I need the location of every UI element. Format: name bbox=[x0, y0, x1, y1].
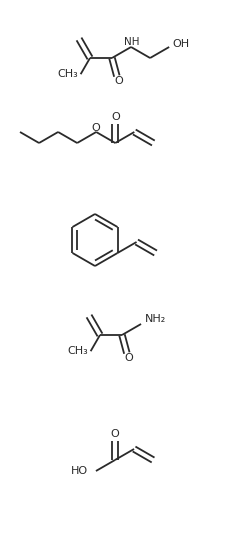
Text: NH: NH bbox=[124, 37, 140, 47]
Text: NH₂: NH₂ bbox=[144, 314, 166, 324]
Text: O: O bbox=[114, 76, 123, 86]
Text: CH₃: CH₃ bbox=[57, 69, 78, 79]
Text: OH: OH bbox=[172, 39, 190, 49]
Text: HO: HO bbox=[71, 466, 88, 476]
Text: O: O bbox=[110, 430, 120, 440]
Text: CH₃: CH₃ bbox=[67, 346, 88, 356]
Text: O: O bbox=[92, 123, 100, 133]
Text: O: O bbox=[111, 112, 120, 122]
Text: O: O bbox=[124, 353, 133, 363]
